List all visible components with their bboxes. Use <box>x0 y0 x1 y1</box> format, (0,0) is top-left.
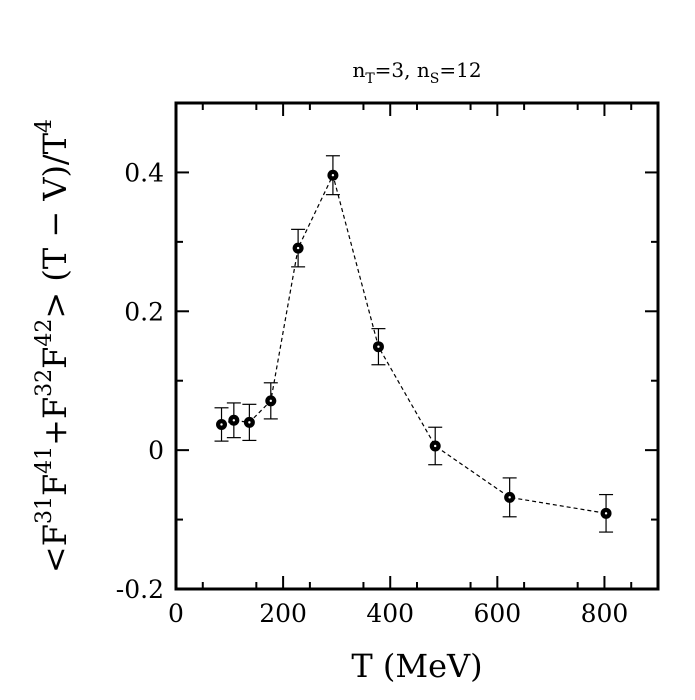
error-bars <box>214 155 614 533</box>
x-tick-label: 800 <box>581 599 629 628</box>
x-axis-title: T (MeV) <box>351 647 482 685</box>
data-point-highlight <box>232 419 236 422</box>
x-tick-label: 600 <box>473 599 521 628</box>
y-tick-label: 0 <box>148 436 164 465</box>
x-tick-label: 200 <box>259 599 307 628</box>
axis-ticks <box>175 103 658 590</box>
data-point-highlight <box>377 345 380 348</box>
data-points <box>216 169 612 519</box>
axis-tick-labels: 0 200 400 600 800-0.200.20.4 <box>116 158 629 628</box>
data-point-highlight <box>331 174 335 177</box>
data-point-highlight <box>434 444 437 448</box>
chart-title: nT=3, nS=12 <box>352 58 481 87</box>
plot-frame <box>174 101 660 591</box>
y-axis-title: <F31F41+F32F42> (T − V)/T4 <box>32 119 74 573</box>
y-tick-label: -0.2 <box>116 575 164 604</box>
data-point-highlight <box>269 399 272 403</box>
data-point-highlight <box>248 421 251 424</box>
data-point-highlight <box>604 512 608 515</box>
data-point-highlight <box>220 423 223 426</box>
series-line <box>221 173 607 514</box>
y-tick-label: 0.2 <box>124 297 164 326</box>
y-tick-label: 0.4 <box>124 158 164 187</box>
x-tick-label: 0 <box>168 599 184 628</box>
x-tick-label: 400 <box>366 599 414 628</box>
data-point-highlight <box>508 496 511 499</box>
series-lines <box>221 173 607 514</box>
data-point-highlight <box>296 246 300 250</box>
